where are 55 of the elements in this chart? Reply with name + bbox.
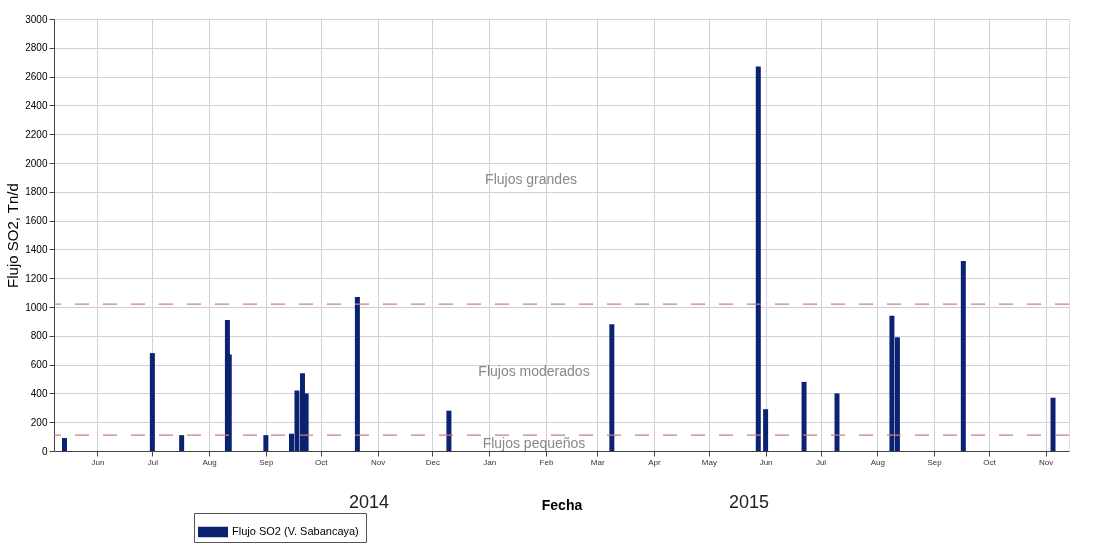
y-tick-label: 800 [30, 330, 48, 342]
annotation: Flujos grandes [485, 171, 577, 187]
bar [179, 435, 185, 451]
bar [446, 410, 452, 451]
y-tick-label: 2600 [25, 71, 48, 83]
x-tick-label: Oct [983, 457, 997, 467]
x-tick-label: Mar [590, 457, 605, 467]
y-tick-label: 2200 [25, 128, 48, 140]
bar [61, 438, 67, 451]
y-tick-label: 1400 [25, 243, 48, 255]
y-tick-label: 1000 [25, 301, 48, 313]
y-tick-label: 2400 [25, 99, 48, 111]
y-tick-label: 1200 [25, 272, 48, 284]
y-tick-label: 2800 [25, 42, 48, 54]
text: 2015 [728, 492, 770, 512]
y-tick-label: 2000 [25, 157, 48, 169]
x-tick-label: Jul [147, 457, 159, 467]
annotation: Flujos pequeños [482, 435, 586, 451]
y-tick-label: 3000 [25, 13, 48, 25]
bar [354, 296, 360, 451]
x-tick-label: Feb [539, 457, 554, 467]
x-tick-label: Aug [202, 457, 217, 467]
bar [801, 381, 807, 451]
y-tick-label: 600 [30, 359, 48, 371]
x-tick-label: Sep [927, 457, 943, 467]
x-tick-label: Jan [483, 457, 497, 467]
x-tick-label: Sep [259, 457, 275, 467]
y-axis-title: Flujo SO2, Tn/d [4, 183, 22, 288]
y-tick-label: 0 [41, 445, 48, 457]
x-tick-label: Nov [1039, 457, 1054, 467]
x-tick-label: Dec [425, 457, 441, 467]
bar [834, 393, 840, 451]
x-tick-label: Jun [91, 457, 105, 467]
x-tick-label: Jul [815, 457, 827, 467]
x-axis-title: Fecha [541, 496, 583, 513]
x-tick-label: Oct [315, 457, 329, 467]
bar [1050, 397, 1056, 451]
bar [609, 324, 615, 451]
bar [755, 66, 761, 451]
y-tick-label: 400 [30, 387, 48, 399]
bar [263, 435, 269, 451]
x-tick-label: Nov [370, 457, 386, 467]
bar [149, 353, 155, 451]
x-tick-label: May [701, 457, 717, 467]
text: 2014 [348, 492, 390, 512]
legend-label: Flujo SO2 (V. Sabancaya) [232, 525, 359, 537]
y-tick-label: 200 [30, 416, 48, 428]
x-tick-label: Aug [870, 457, 885, 467]
y-tick-label: 1800 [25, 186, 48, 198]
x-tick-label: Apr [648, 457, 661, 467]
x-tick-label: Jun [759, 457, 773, 467]
y-tick-label: 1600 [25, 215, 48, 227]
bar [960, 260, 966, 451]
annotation: Flujos moderados [478, 363, 590, 379]
bar [763, 409, 769, 451]
